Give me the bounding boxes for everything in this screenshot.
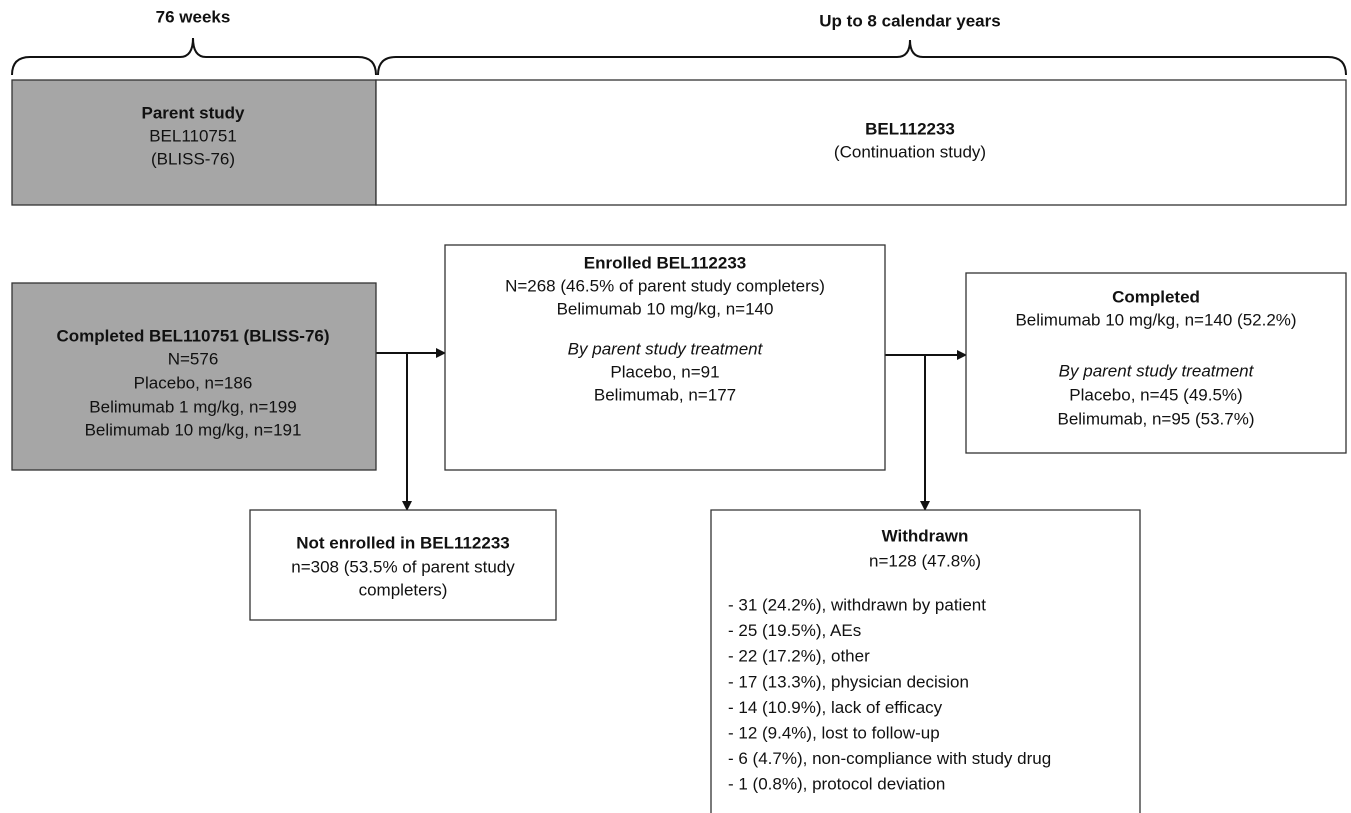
node-title: Not enrolled in BEL112233 <box>296 533 510 552</box>
node-subheading: By parent study treatment <box>568 339 764 358</box>
reason: - 1 (0.8%), protocol deviation <box>728 775 945 794</box>
timeline-label: 76 weeks <box>156 7 231 26</box>
phase-box <box>375 79 1347 206</box>
braces <box>11 37 1347 76</box>
node-line: n=128 (47.8%) <box>869 551 981 570</box>
node-line: Belimumab, n=177 <box>594 385 736 404</box>
node-line: Belimumab 10 mg/kg, n=191 <box>85 420 302 439</box>
node-box <box>710 509 1141 813</box>
reason: - 25 (19.5%), AEs <box>728 621 861 640</box>
node-line: Belimumab 10 mg/kg, n=140 <box>557 299 774 318</box>
phase-title: Parent study <box>142 103 246 122</box>
node-line: Belimumab 1 mg/kg, n=199 <box>89 397 296 416</box>
node-title: Completed BEL110751 (BLISS-76) <box>56 326 329 345</box>
reason: - 22 (17.2%), other <box>728 647 870 666</box>
reason: - 6 (4.7%), non-compliance with study dr… <box>728 749 1051 768</box>
node-subheading: By parent study treatment <box>1059 361 1255 380</box>
node-title: Withdrawn <box>882 526 969 545</box>
node-line: completers) <box>359 580 448 599</box>
reason: - 14 (10.9%), lack of efficacy <box>728 698 943 717</box>
node-line: Placebo, n=186 <box>134 373 253 392</box>
reason: - 31 (24.2%), withdrawn by patient <box>728 595 986 614</box>
node-box <box>444 244 886 471</box>
node-box <box>249 509 557 621</box>
node-line: Placebo, n=91 <box>610 362 719 381</box>
node-line: Belimumab, n=95 (53.7%) <box>1057 409 1254 428</box>
node-box <box>11 282 377 471</box>
timeline-label: Up to 8 calendar years <box>819 11 1000 30</box>
phase-box <box>11 79 377 206</box>
phase-line: (BLISS-76) <box>151 149 235 168</box>
node-line: n=308 (53.5% of parent study <box>291 557 515 576</box>
node-line: Belimumab 10 mg/kg, n=140 (52.2%) <box>1015 310 1296 329</box>
reason: - 17 (13.3%), physician decision <box>728 672 969 691</box>
node-title: Completed <box>1112 287 1200 306</box>
node-box <box>965 272 1347 454</box>
node-line: N=576 <box>168 349 219 368</box>
phase-title: BEL112233 <box>865 119 955 138</box>
arrows <box>376 348 967 511</box>
node-line: N=268 (46.5% of parent study completers) <box>505 276 825 295</box>
reason: - 12 (9.4%), lost to follow-up <box>728 723 940 742</box>
phase-line: BEL110751 <box>149 126 237 145</box>
reason-list: - 31 (24.2%), withdrawn by patient - 25 (… <box>728 595 1051 793</box>
node-line: Placebo, n=45 (49.5%) <box>1069 385 1242 404</box>
node-title: Enrolled BEL112233 <box>584 253 747 272</box>
phase-line: (Continuation study) <box>834 142 986 161</box>
